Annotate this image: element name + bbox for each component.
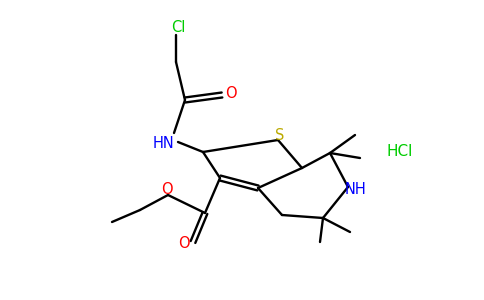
Text: O: O bbox=[161, 182, 173, 197]
Text: NH: NH bbox=[345, 182, 367, 197]
Text: HN: HN bbox=[153, 136, 175, 151]
Text: O: O bbox=[178, 236, 190, 251]
Text: O: O bbox=[225, 86, 237, 101]
Text: Cl: Cl bbox=[171, 20, 185, 35]
Text: HCl: HCl bbox=[387, 145, 413, 160]
Text: S: S bbox=[275, 128, 285, 142]
